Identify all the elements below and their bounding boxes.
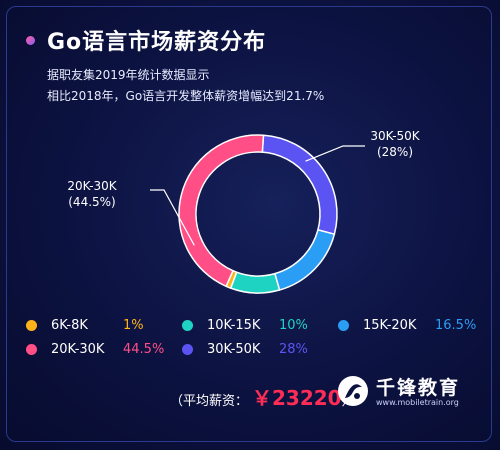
page-title: Go语言市场薪资分布 xyxy=(47,30,267,55)
chart-frame xyxy=(6,6,492,442)
legend-dot-icon xyxy=(182,344,193,355)
title-row: Go语言市场薪资分布 xyxy=(26,24,266,56)
legend-label: 10K-15K xyxy=(207,318,261,333)
subtitle-line-1: 据职友集2019年统计数据显示 xyxy=(47,68,210,82)
legend-item-10k-15k: 10K-15K 10% xyxy=(182,318,308,333)
donut-slice-10k-15k xyxy=(229,271,281,294)
brand-logo: 千锋教育 www.mobiletrain.org xyxy=(336,370,486,414)
brand-logo-icon xyxy=(338,376,368,406)
legend-dot-icon xyxy=(26,320,37,331)
callout-value-20k-30k: (44.5%) xyxy=(68,195,115,209)
callout-line-20k-30k xyxy=(150,189,195,246)
legend-percent: 16.5% xyxy=(435,318,477,333)
legend-label: 30K-50K xyxy=(207,342,261,357)
legend-percent: 10% xyxy=(279,318,308,333)
average-salary-value: ￥23220 xyxy=(252,386,342,410)
legend-label: 20K-30K xyxy=(51,342,105,357)
legend-percent: 44.5% xyxy=(123,342,165,357)
callout-label-20k-30k: 20K-30K xyxy=(67,179,117,193)
brand-url: www.mobiletrain.org xyxy=(376,398,459,407)
legend-item-20k-30k: 20K-30K 44.5% xyxy=(26,342,164,357)
callout-value-30k-50k: (28%) xyxy=(377,145,413,159)
callout-line-30k-50k xyxy=(305,145,365,162)
subtitle-line-2: 相比2018年，Go语言开发整体薪资增幅达到21.7% xyxy=(47,89,325,103)
brand-name: 千锋教育 xyxy=(376,377,461,399)
average-salary: （平均薪资： ￥23220 ） xyxy=(170,382,355,411)
donut-slice-15k-20k xyxy=(274,229,336,291)
donut-slice-30k-50k xyxy=(261,134,338,235)
bullet-dot-icon xyxy=(26,35,35,45)
legend-percent: 1% xyxy=(123,318,144,333)
donut-slice-20k-30k xyxy=(178,134,265,288)
legend-item-30k-50k: 30K-50K 28% xyxy=(182,342,308,357)
legend-label: 15K-20K xyxy=(363,318,417,333)
legend-item-15k-20k: 15K-20K 16.5% xyxy=(338,318,476,333)
legend-percent: 28% xyxy=(279,342,308,357)
callout-label-30k-50k: 30K-50K xyxy=(370,129,420,143)
legend-dot-icon xyxy=(182,320,193,331)
legend-item-6k-8k: 6K-8K 1% xyxy=(26,318,144,333)
legend-dot-icon xyxy=(338,320,349,331)
legend-dot-icon xyxy=(26,344,37,355)
legend-label: 6K-8K xyxy=(51,318,88,333)
average-salary-label: （平均薪资： xyxy=(170,394,249,409)
